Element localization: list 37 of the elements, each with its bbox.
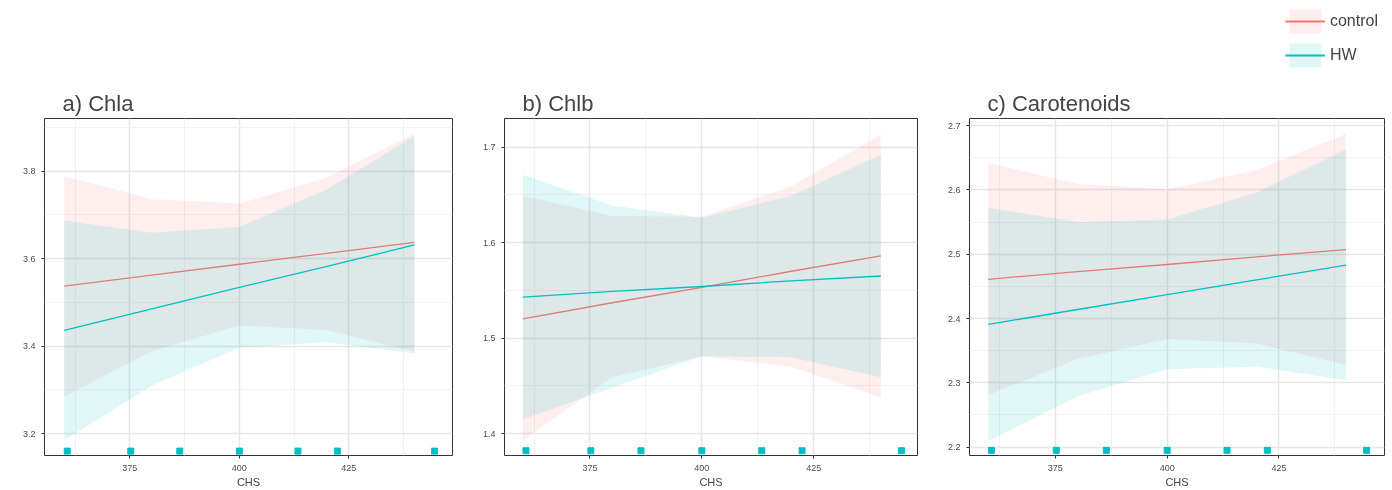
x-axis-title: CHS [699,475,723,488]
y-tick-label: 1.7 [482,142,496,153]
line-series [63,244,416,331]
chart-title: c) Carotenoids [987,90,1131,116]
x-tick-label: 425 [1271,462,1287,473]
y-tick-label: 2.3 [947,377,961,388]
x-tick-label: 425 [341,462,357,473]
line-series [63,241,416,287]
y-tick-label: 2.7 [947,120,961,131]
chart-title: a) Chla [62,90,135,116]
y-tick-label: 2.2 [947,442,961,453]
line-series [987,264,1347,325]
y-tick-label: 3.6 [22,253,36,264]
x-tick-label: 400 [231,462,247,473]
line-series [522,275,882,298]
x-tick-label: 425 [806,462,822,473]
y-tick-label: 1.6 [482,237,496,248]
y-tick-label: 1.4 [482,428,496,439]
y-tick-label: 3.8 [22,166,36,177]
line-series [987,249,1347,280]
y-tick-label: 1.5 [482,333,496,344]
line-series [522,255,882,320]
x-axis-title: CHS [1165,475,1189,488]
chart-title: b) Chlb [522,90,594,116]
y-tick-label: 2.5 [947,249,961,260]
y-tick-label: 2.4 [947,313,961,324]
legend-label: control [1329,12,1378,30]
y-tick-label: 2.6 [947,184,961,195]
x-tick-label: 375 [1047,462,1063,473]
y-tick-label: 3.2 [22,428,36,439]
x-axis-title: CHS [236,475,261,488]
x-tick-label: 375 [582,462,598,473]
y-tick-label: 3.4 [22,341,36,352]
x-tick-label: 400 [1159,462,1175,473]
x-tick-label: 375 [122,462,138,473]
legend-label: HW [1329,46,1357,64]
x-tick-label: 400 [694,462,710,473]
